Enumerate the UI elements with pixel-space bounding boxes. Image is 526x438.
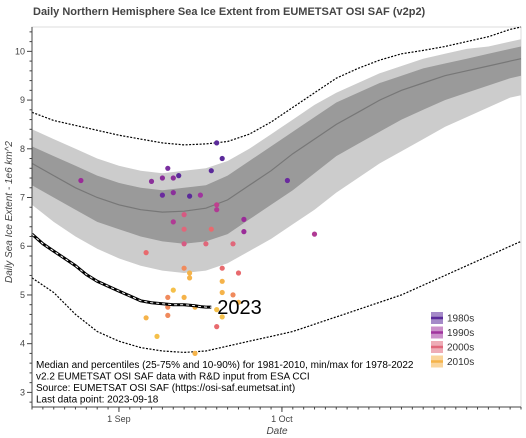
minimum-point-30	[219, 265, 225, 271]
minimum-point-19	[181, 241, 187, 247]
annotation-block: Median and percentiles (25-75% and 10-90…	[36, 360, 414, 406]
minimum-point-21	[208, 226, 214, 232]
minimum-point-23	[241, 216, 247, 222]
minimum-point-27	[181, 265, 187, 271]
minimum-point-18	[181, 226, 187, 232]
x-axis-label: Date	[266, 426, 288, 437]
minimum-point-25	[311, 231, 318, 237]
annotation-line-3: Last data point: 2023-09-18	[36, 395, 159, 406]
minimum-point-13	[197, 192, 203, 198]
minimum-point-38	[235, 299, 242, 305]
legend-label-2000s: 2000s	[447, 343, 474, 354]
minimum-point-22	[230, 241, 236, 247]
minimum-point-0	[78, 177, 84, 184]
minimum-point-28	[187, 270, 193, 276]
minimum-point-7	[176, 173, 182, 179]
minimum-point-11	[219, 155, 225, 162]
legend-label-1990s: 1990s	[447, 328, 474, 339]
minimum-point-44	[219, 314, 225, 320]
minimum-point-32	[170, 287, 176, 293]
annotation-line-0: Median and percentiles (25-75% and 10-90…	[36, 360, 414, 371]
series-2023-line-dash	[31, 233, 212, 308]
minimum-point-16	[170, 219, 176, 225]
minimum-point-46	[154, 333, 160, 339]
minimum-point-42	[143, 315, 149, 321]
y-tick-label-6: 6	[20, 241, 25, 251]
minimum-point-8	[187, 193, 193, 199]
y-axis: 3 4 5 6 7 8 9 10	[15, 27, 33, 407]
minimum-point-3	[165, 165, 171, 171]
minimum-point-15	[214, 207, 220, 213]
minimum-point-2	[159, 175, 165, 181]
x-axis: 1 Sep 1 Oct	[31, 406, 522, 424]
plot-area: 2023	[31, 26, 522, 408]
minimum-point-6	[170, 190, 176, 196]
series-2023-label: 2023	[217, 297, 261, 319]
minimum-point-43	[165, 312, 171, 318]
minimum-point-26	[143, 250, 149, 256]
max-line	[31, 26, 522, 146]
legend-label-1980s: 1980s	[447, 314, 474, 325]
minimum-point-24	[241, 229, 247, 235]
chart-title: Daily Northern Hemisphere Sea Ice Extent…	[33, 6, 426, 18]
minimum-point-29	[187, 275, 193, 281]
minimum-point-36	[219, 289, 225, 296]
minimum-point-10	[214, 140, 220, 146]
minimum-point-47	[192, 350, 198, 356]
y-tick-label-7: 7	[20, 193, 25, 203]
minimum-point-14	[214, 202, 220, 208]
annotation-line-2: Source: EUMETSAT OSI SAF (https://osi-sa…	[36, 383, 295, 394]
y-tick-label-9: 9	[20, 95, 25, 105]
minimum-point-12	[284, 177, 290, 184]
legend-label-2010s: 2010s	[447, 357, 474, 368]
y-tick-label-10: 10	[15, 46, 25, 56]
minimum-point-1	[148, 178, 155, 184]
minimum-point-45	[214, 324, 220, 330]
minimum-point-33	[165, 294, 171, 300]
minimum-point-40	[214, 307, 220, 313]
x-tick-label-0: 1 Sep	[107, 414, 131, 424]
minimum-point-4	[170, 175, 176, 181]
minimum-point-9	[208, 168, 214, 174]
x-tick-label-1: 1 Oct	[271, 414, 293, 424]
minimum-point-17	[181, 212, 187, 218]
min-line	[31, 240, 522, 354]
median-line	[31, 58, 522, 213]
decade-legend: 1980s 1990s 2000s 2010s	[431, 312, 474, 368]
y-tick-label-4: 4	[20, 339, 25, 349]
minimum-point-37	[230, 292, 236, 298]
minimum-point-20	[203, 241, 209, 247]
y-tick-label-3: 3	[20, 387, 25, 397]
minimum-point-31	[235, 270, 242, 276]
minimum-point-35	[219, 278, 225, 284]
minimum-point-5	[159, 192, 165, 198]
percentile-25-75-band	[32, 46, 521, 244]
y-tick-label-5: 5	[20, 290, 25, 300]
y-axis-label: Daily Sea Ice Extent - 1e6 km^2	[4, 141, 15, 283]
annotation-line-1: v2.2 EUMETSAT OSI SAF data with R&D inpu…	[36, 372, 310, 383]
minimum-point-34	[181, 294, 187, 300]
y-tick-label-8: 8	[20, 144, 25, 154]
